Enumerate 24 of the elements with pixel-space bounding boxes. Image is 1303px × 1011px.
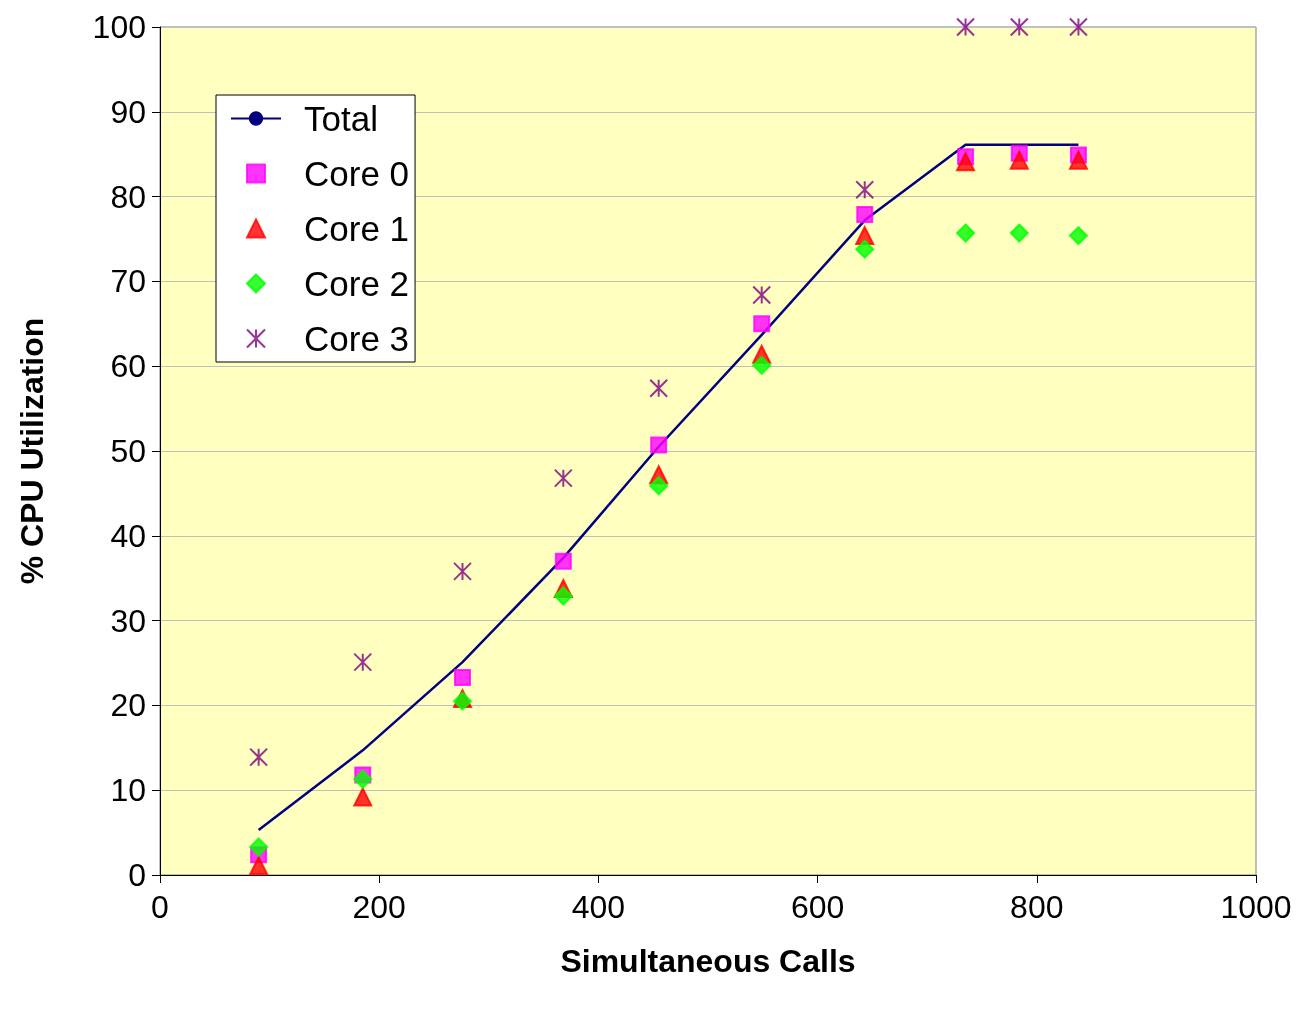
x-tick-label: 1000 (1220, 889, 1292, 925)
y-axis-title: % CPU Utilization (14, 317, 50, 585)
y-tick-label: 90 (110, 93, 146, 130)
y-tick-label: 80 (110, 178, 146, 215)
x-tick-label: 600 (790, 889, 845, 925)
legend-label: Core 2 (304, 264, 410, 303)
y-tick-label: 50 (110, 433, 146, 469)
y-tick-label: 40 (110, 517, 146, 554)
y-tick-label: 10 (110, 772, 146, 809)
y-tick-label: 70 (110, 263, 146, 300)
legend-label: Core 1 (304, 209, 410, 248)
x-tick-label: 200 (352, 889, 406, 925)
y-tick-label: 30 (110, 602, 146, 639)
x-tick-label: 0 (151, 889, 169, 925)
y-tick-label: 0 (128, 857, 146, 893)
y-tick-label: 100 (92, 9, 146, 45)
x-axis-title: Simultaneous Calls (560, 943, 856, 979)
x-tick-label: 800 (1010, 889, 1064, 925)
x-tick-label: 400 (571, 889, 626, 925)
legend-label: Core 3 (304, 319, 410, 358)
legend-label: Total (304, 99, 378, 138)
legend-label: Core 0 (304, 154, 410, 193)
y-tick-label: 20 (110, 687, 146, 724)
y-tick-label: 60 (110, 348, 146, 385)
